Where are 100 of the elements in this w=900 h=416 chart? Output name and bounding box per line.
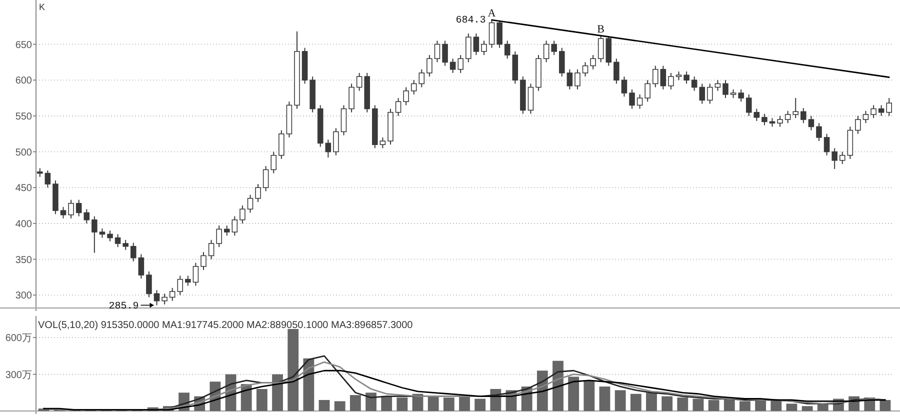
candlestick — [76, 199, 82, 217]
chart-title: VOL(5,10,20) 915350.0000 MA1:917745.2000 MA2:889050.1000 MA3:896857.3000 — [38, 320, 414, 331]
candlestick — [816, 122, 822, 142]
candlestick — [504, 40, 510, 60]
bar — [646, 392, 657, 411]
y-tick-label: 600万 — [5, 333, 32, 344]
candlestick — [403, 86, 409, 106]
candlestick — [598, 35, 604, 63]
candlestick — [590, 54, 596, 70]
bar — [396, 398, 408, 411]
candlestick — [426, 54, 432, 78]
candlestick — [878, 104, 884, 116]
bar — [740, 401, 750, 411]
y-tick-label: 450 — [15, 183, 32, 194]
candlestick — [340, 104, 347, 136]
candlestick — [410, 80, 417, 95]
candlestick — [99, 228, 106, 238]
candlestick — [162, 293, 168, 305]
candlestick — [699, 83, 706, 104]
candlestick — [784, 110, 791, 124]
bar — [755, 400, 766, 411]
candlestick — [356, 72, 362, 92]
bar — [303, 358, 314, 411]
candlestick — [543, 40, 550, 63]
y-tick-label: 350 — [15, 254, 32, 266]
candlestick — [691, 76, 698, 92]
candlestick — [169, 287, 176, 302]
candlestick — [582, 62, 588, 78]
candlestick — [870, 104, 876, 119]
candlestick — [60, 206, 66, 219]
bar — [256, 388, 268, 411]
bar — [724, 398, 735, 411]
bar — [770, 400, 782, 411]
y-tick-label: 500 — [15, 147, 32, 158]
bar — [318, 400, 330, 411]
candlestick — [707, 83, 713, 104]
bar — [381, 396, 392, 411]
candlestick — [262, 166, 269, 192]
candlestick — [348, 83, 354, 113]
candlestick — [886, 98, 892, 116]
candlestick — [832, 148, 838, 170]
candlestick — [114, 234, 121, 248]
candlestick — [621, 76, 628, 98]
candlestick — [668, 72, 674, 90]
candlestick — [855, 115, 861, 134]
candlestick — [68, 199, 74, 219]
candlestick — [44, 170, 51, 188]
candlestick — [684, 71, 690, 84]
bar — [786, 404, 798, 411]
candlestick — [614, 58, 620, 84]
y-tick-label: 650 — [15, 40, 32, 51]
candlestick — [107, 230, 113, 242]
candlestick — [325, 139, 332, 158]
y-tick-label: 400 — [15, 218, 32, 230]
candlestick — [528, 83, 534, 114]
candlestick — [792, 98, 799, 119]
candlestick — [185, 275, 191, 286]
bar — [692, 398, 704, 411]
candlestick — [240, 205, 246, 224]
candlestick — [232, 216, 238, 236]
bar — [599, 386, 610, 411]
line-series — [43, 370, 886, 410]
candlestick — [574, 68, 580, 90]
bar — [630, 394, 642, 411]
bar — [708, 400, 720, 411]
candlestick — [270, 151, 277, 174]
bar — [880, 400, 891, 411]
candlestick — [566, 68, 573, 90]
candlestick — [84, 208, 90, 224]
candlestick — [839, 151, 846, 164]
candlestick — [192, 262, 199, 286]
candlestick — [824, 133, 830, 156]
candlestick — [442, 40, 448, 66]
candlestick — [146, 270, 152, 298]
candlestick — [636, 94, 643, 110]
candlestick — [762, 113, 768, 126]
candlestick — [208, 239, 214, 260]
bar — [288, 329, 299, 411]
candlestick — [488, 19, 495, 48]
candlestick — [738, 88, 744, 102]
candlestick — [481, 40, 487, 56]
y-tick-label: 300万 — [5, 370, 32, 381]
y-tick-label: 600 — [15, 76, 32, 87]
candlestick — [551, 40, 557, 56]
candlestick — [247, 194, 254, 214]
candlestick — [216, 225, 222, 248]
candlestick — [434, 40, 440, 63]
bar — [614, 390, 626, 411]
candlestick — [777, 115, 783, 128]
candlestick — [130, 242, 136, 262]
y-tick-label: 300 — [15, 290, 32, 302]
candlestick — [92, 216, 98, 254]
candlestick — [450, 58, 456, 74]
bar — [568, 376, 580, 411]
candlestick — [418, 68, 425, 88]
candlestick — [138, 254, 144, 280]
candlestick — [200, 252, 206, 271]
candlestick — [496, 20, 502, 48]
candlestick — [660, 65, 666, 90]
bar — [677, 398, 688, 411]
